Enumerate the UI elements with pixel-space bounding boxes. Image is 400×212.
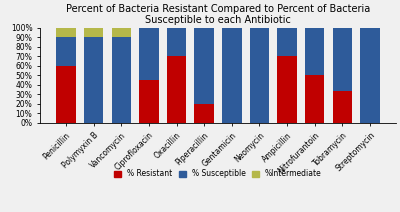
- Bar: [278, 28, 297, 56]
- Legend: % Resistant, % Susceptible, %Intermediate: % Resistant, % Susceptible, %Intermediat…: [114, 169, 322, 178]
- Bar: [167, 28, 186, 56]
- Bar: [333, 28, 352, 92]
- Bar: [84, 28, 103, 37]
- Bar: [250, 28, 269, 123]
- Bar: [84, 37, 103, 123]
- Bar: [222, 28, 242, 123]
- Bar: [278, 56, 297, 123]
- Bar: [139, 28, 158, 80]
- Bar: [56, 28, 76, 37]
- Bar: [56, 66, 76, 123]
- Bar: [305, 75, 324, 123]
- Bar: [139, 80, 158, 123]
- Bar: [333, 92, 352, 123]
- Bar: [56, 37, 76, 66]
- Bar: [194, 104, 214, 123]
- Bar: [305, 28, 324, 75]
- Bar: [112, 37, 131, 123]
- Bar: [194, 28, 214, 104]
- Title: Percent of Bacteria Resistant Compared to Percent of Bacteria
Susceptible to eac: Percent of Bacteria Resistant Compared t…: [66, 4, 370, 25]
- Bar: [167, 56, 186, 123]
- Bar: [360, 28, 380, 123]
- Bar: [112, 28, 131, 37]
